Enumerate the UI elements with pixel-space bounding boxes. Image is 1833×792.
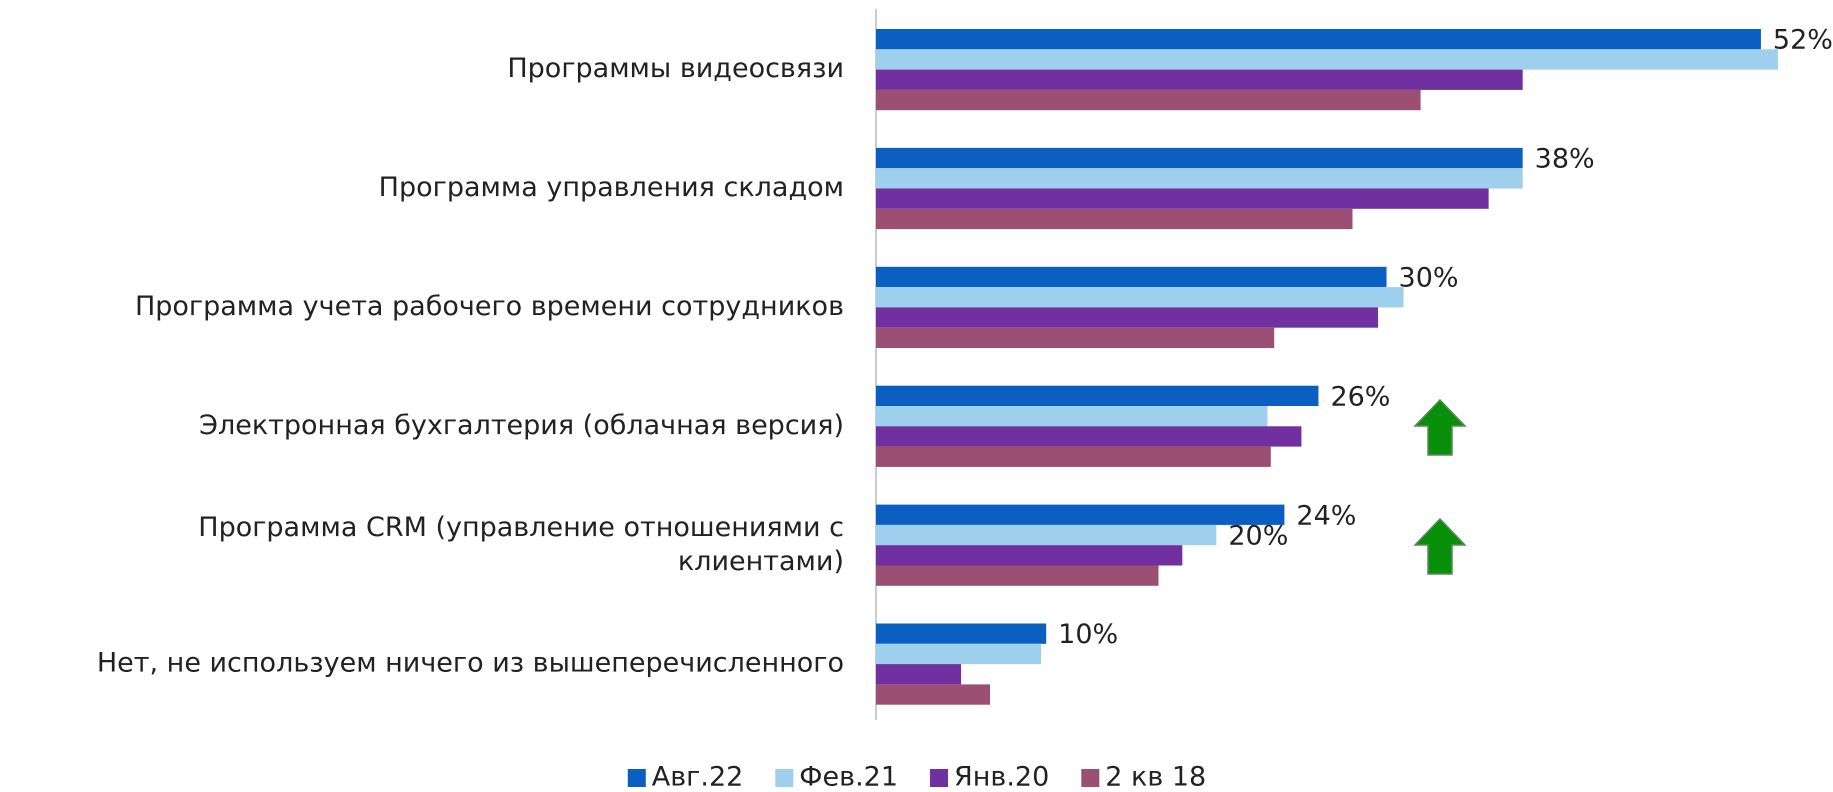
- bar: [876, 307, 1379, 328]
- bar: [876, 426, 1302, 447]
- bar: [876, 287, 1404, 308]
- legend-label: Авг.22: [652, 762, 744, 792]
- category-label: Программа управления складом: [379, 172, 844, 203]
- bar: [876, 266, 1387, 288]
- legend-label: 2 кв 18: [1105, 762, 1206, 792]
- legend: Авг.22 Фев.21 Янв.20 2 кв 18: [627, 762, 1206, 792]
- bar: [876, 168, 1523, 189]
- bar: [876, 504, 1285, 525]
- trend-arrow: [1413, 398, 1467, 456]
- data-label: 30%: [1399, 262, 1459, 293]
- bar: [876, 446, 1271, 467]
- data-label: 24%: [1296, 500, 1356, 531]
- bar: [876, 327, 1275, 348]
- bar: [876, 643, 1042, 665]
- bar: [876, 565, 1159, 586]
- legend-swatch: [627, 769, 646, 787]
- legend-label: Фев.21: [799, 762, 898, 792]
- bar: [876, 69, 1523, 90]
- category-label: Программы видеосвязи: [507, 53, 844, 84]
- data-label: 38%: [1535, 144, 1595, 175]
- legend-label: Янв.20: [954, 762, 1049, 792]
- bar: [876, 89, 1421, 111]
- bar: [876, 147, 1523, 169]
- bar: [876, 49, 1778, 70]
- bar: [876, 664, 962, 685]
- bar: [876, 385, 1319, 406]
- legend-swatch: [1081, 769, 1100, 787]
- data-label: 10%: [1058, 619, 1118, 650]
- legend-swatch: [930, 769, 949, 787]
- legend-swatch: [775, 769, 794, 787]
- category-label: Электронная бухгалтерия (облачная версия…: [199, 410, 844, 441]
- bar: [876, 524, 1217, 546]
- bar: [876, 188, 1489, 209]
- data-label: 26%: [1330, 381, 1390, 412]
- bar: [876, 623, 1047, 644]
- data-label: 52%: [1773, 25, 1833, 56]
- bar: [876, 684, 991, 705]
- category-label: Нет, не используем ничего из вышеперечис…: [97, 648, 844, 679]
- bar: [876, 545, 1183, 566]
- bar: [876, 29, 1761, 50]
- trend-arrow: [1413, 517, 1467, 575]
- category-label: Программа учета рабочего времени сотрудн…: [135, 291, 844, 322]
- bar: [876, 406, 1268, 427]
- bar: [876, 208, 1353, 230]
- data-label: 20%: [1228, 521, 1288, 552]
